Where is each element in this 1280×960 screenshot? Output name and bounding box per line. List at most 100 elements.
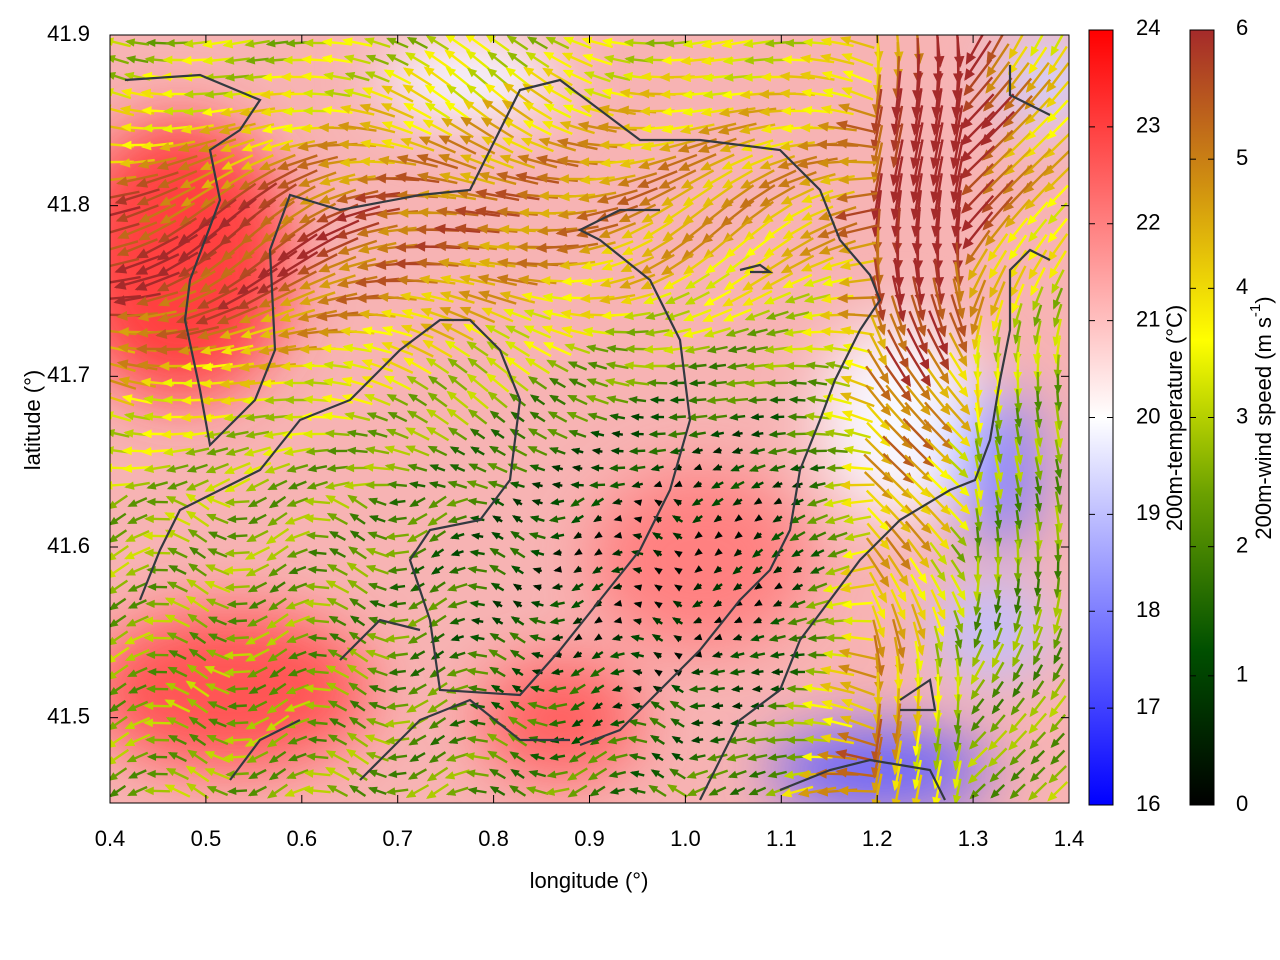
wind-arrow-head — [711, 498, 721, 507]
wind-arrow-head — [939, 387, 950, 399]
wind-arrow-head — [985, 82, 996, 94]
wind-arrow-head — [384, 634, 395, 643]
wind-arrow-head — [406, 375, 417, 385]
wind-arrow-head — [901, 487, 913, 499]
wind-arrow-head — [548, 377, 559, 386]
wind-arrow-head — [177, 161, 190, 171]
wind-arrow-head — [402, 84, 414, 94]
wind-arrow-head — [1053, 639, 1061, 650]
wind-arrow-head — [286, 635, 297, 644]
wind-arrow-head — [578, 157, 590, 167]
wind-arrow-head — [306, 481, 317, 490]
wind-arrow-head — [784, 295, 796, 304]
wind-arrow-head — [714, 548, 723, 557]
wind-arrow-head — [730, 481, 740, 490]
wind-arrow-head — [598, 104, 610, 115]
wind-arrow-head — [354, 210, 367, 221]
wind-arrow-head — [343, 481, 354, 490]
wind-arrow-head — [415, 258, 428, 269]
wind-arrow-head — [369, 600, 379, 608]
wind-arrow-head — [328, 615, 339, 624]
wind-arrow-head — [161, 378, 173, 388]
wind-arrow-head — [880, 504, 891, 515]
wind-arrow-head — [1054, 485, 1063, 496]
wind-arrow-head — [377, 292, 389, 303]
wind-arrow-head — [601, 37, 613, 47]
wind-arrow-head — [501, 99, 514, 110]
wind-arrow-head — [162, 447, 174, 457]
wind-arrow-shaft — [110, 240, 139, 251]
wind-arrow-head — [490, 428, 500, 437]
wind-arrow-head — [572, 650, 582, 659]
wind-arrow-head — [825, 463, 836, 473]
wind-arrow-head — [1047, 214, 1058, 225]
wind-arrow-head — [317, 327, 329, 338]
wind-arrow-head — [307, 565, 317, 574]
wind-arrow-head — [585, 394, 597, 403]
wind-arrow-head — [817, 211, 830, 221]
wind-arrow-head — [157, 313, 170, 323]
wind-arrow-head — [590, 464, 600, 472]
wind-arrow-head — [960, 150, 973, 163]
wind-arrow-head — [553, 566, 562, 573]
wind-arrow-head — [807, 651, 817, 659]
wind-arrow-head — [821, 261, 833, 271]
x-tick-label: 0.7 — [382, 826, 413, 851]
wind-arrow-head — [1013, 587, 1022, 598]
wind-arrow-head — [323, 361, 334, 370]
wind-arrow-head — [116, 310, 128, 321]
wind-arrow-head — [424, 50, 436, 60]
wind-arrow-head — [570, 600, 581, 609]
wind-arrow-head — [542, 309, 553, 318]
wind-arrow-head — [110, 463, 113, 473]
wind-arrow-head — [316, 140, 328, 151]
wind-arrow-head — [758, 89, 770, 99]
wind-arrow-head — [722, 56, 733, 65]
wind-arrow-head — [181, 55, 192, 65]
wind-arrow-head — [316, 247, 329, 257]
wind-arrow-head — [758, 106, 770, 117]
wind-arrow-head — [116, 359, 129, 370]
wind-arrow-head — [110, 342, 111, 345]
wind-arrow-head — [446, 408, 457, 418]
wind-arrow-head — [303, 38, 314, 48]
wind-arrow-shaft — [110, 362, 136, 373]
wind-arrow-head — [633, 584, 643, 592]
wind-arrow-head — [527, 428, 538, 437]
wind-arrow-head — [1054, 571, 1062, 581]
colorbar-tick-label: 20 — [1136, 403, 1160, 428]
wind-arrow-head — [881, 471, 894, 483]
wind-arrow-head — [941, 438, 954, 450]
wind-arrow-head — [387, 515, 397, 524]
wind-arrow-head — [713, 633, 723, 641]
colorbar-tick-label: 2 — [1236, 532, 1248, 557]
wind-arrow-head — [587, 361, 598, 370]
wind-arrow-head — [141, 446, 152, 456]
wind-arrow-head — [640, 141, 652, 151]
wind-arrow-head — [485, 356, 497, 367]
wind-arrow-head — [705, 280, 716, 290]
wind-arrow-head — [201, 107, 213, 117]
wind-arrow-head — [580, 261, 592, 271]
wind-arrow-head — [781, 55, 792, 65]
wind-arrow-head — [168, 565, 179, 573]
wind-arrow-head — [722, 313, 734, 322]
wind-arrow-head — [980, 133, 993, 146]
wind-arrow-head — [788, 600, 799, 608]
wind-arrow-head — [1013, 573, 1023, 583]
wind-arrow-head — [573, 531, 583, 539]
wind-arrow-head — [920, 374, 931, 388]
wind-arrow-head — [265, 535, 277, 545]
colorbar-label-part: ) — [1251, 296, 1276, 303]
wind-arrow-head — [224, 483, 236, 493]
wind-arrow-head — [651, 634, 661, 642]
wind-arrow-head — [263, 430, 274, 440]
wind-arrow-head — [586, 378, 597, 386]
wind-arrow-head — [973, 606, 982, 617]
wind-arrow-head — [640, 124, 652, 134]
wind-arrow-head — [682, 329, 694, 338]
wind-arrow-head — [527, 446, 538, 454]
wind-arrow-head — [407, 601, 419, 610]
wind-arrow-head — [839, 583, 851, 593]
wind-arrow-head — [989, 286, 999, 299]
